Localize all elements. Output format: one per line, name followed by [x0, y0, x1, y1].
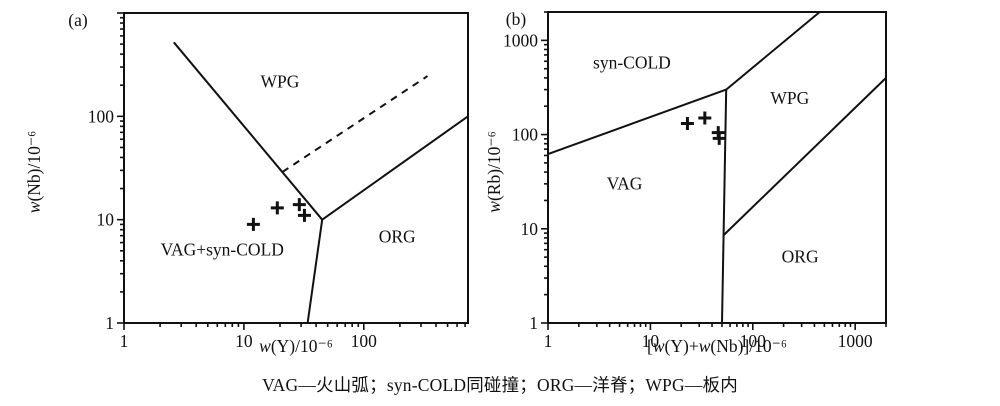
region-label: VAG	[607, 174, 643, 194]
x-tick-label: 10	[235, 331, 253, 351]
data-point-marker	[712, 131, 726, 145]
region-label: ORG	[379, 227, 416, 247]
data-point-marker	[246, 217, 260, 231]
tectonic-discrimination-diagrams: 1 10 100 1 10 100 WPG VAG+syn-COLD ORG (a) w(Y)/10…	[24, 9, 887, 356]
x-tick-label: 100	[351, 331, 378, 351]
boundary-line	[321, 115, 469, 221]
y-axis-title: w(Nb)/10⁻⁶	[24, 131, 44, 213]
region-label: VAG+syn-COLD	[161, 240, 284, 260]
x-axis-title: w(Y)/10⁻⁶	[259, 336, 333, 356]
boundary-line	[725, 11, 821, 91]
y-axis-title: w(Rb)/10⁻⁶	[484, 131, 504, 212]
data-point-marker	[270, 201, 284, 215]
panel-border	[123, 12, 469, 324]
y-tick-label: 10	[97, 210, 115, 230]
y-tick-label: 100	[88, 106, 115, 126]
x-tick-label: 1000	[838, 331, 873, 351]
y-tick-label: 1	[529, 313, 538, 333]
x-tick-label: 1	[544, 331, 553, 351]
boundary-line-dashed	[281, 75, 429, 173]
panel-b: 1 10 100 1000 1 10 100 1000 syn-COLD WPG VAG ORG (b)…	[484, 9, 887, 356]
figure-caption: VAG—火山弧；syn-COLD同碰撞；ORG—洋脊；WPG—板内	[262, 375, 738, 395]
x-tick-label: 1	[120, 331, 129, 351]
panel-letter: (b)	[506, 9, 527, 29]
x-axis-title: [w(Y)+w(Nb)]/10⁻⁶	[647, 336, 787, 356]
y-tick-label: 100	[512, 125, 539, 145]
y-tick-label: 10	[521, 219, 539, 239]
region-label: WPG	[261, 72, 300, 92]
boundary-line	[547, 88, 727, 156]
region-label: ORG	[782, 246, 819, 266]
data-point-marker	[698, 111, 712, 125]
data-point-marker	[680, 117, 694, 131]
y-tick-label: 1000	[503, 30, 538, 50]
boundary-line	[722, 77, 887, 237]
x-tick-label: 10	[642, 331, 660, 351]
panel-a: 1 10 100 1 10 100 WPG VAG+syn-COLD ORG (a) w(Y)/10…	[24, 10, 469, 356]
region-label: WPG	[770, 88, 809, 108]
panel-border	[547, 11, 887, 324]
boundary-line	[721, 89, 728, 324]
x-tick-label: 100	[740, 331, 767, 351]
data-point-marker	[297, 208, 311, 222]
boundary-line	[306, 219, 324, 324]
panel-letter: (a)	[68, 10, 88, 30]
region-label: syn-COLD	[593, 53, 671, 73]
data-point-marker	[292, 198, 306, 212]
boundary-line	[173, 41, 323, 221]
y-tick-label: 1	[105, 313, 114, 333]
